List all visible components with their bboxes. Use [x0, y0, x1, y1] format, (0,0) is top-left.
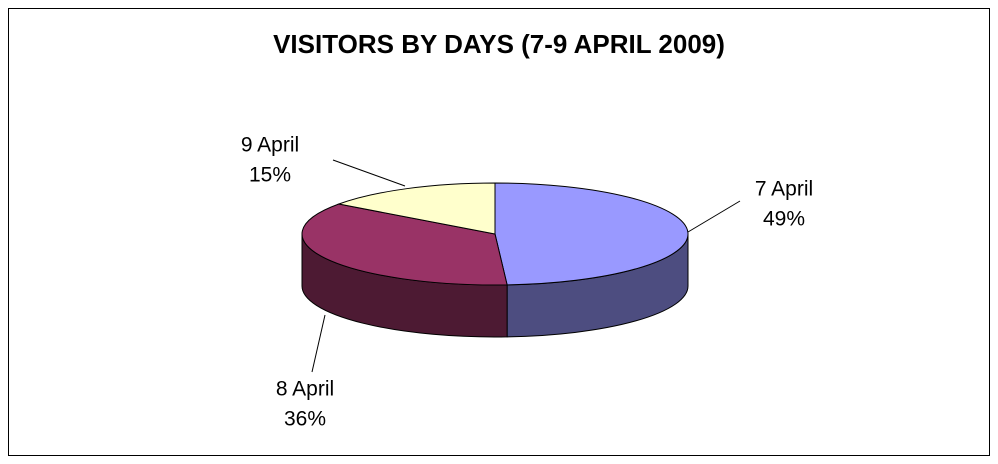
slice-label: 8 April — [276, 378, 334, 401]
slice-value: 15% — [249, 164, 291, 187]
slice-label: 7 April — [755, 178, 813, 201]
leader-line — [687, 200, 741, 233]
chart-title: VISITORS BY DAYS (7-9 APRIL 2009) — [273, 29, 725, 59]
pie-slice — [494, 182, 689, 286]
slice-label: 9 April — [241, 134, 299, 157]
leader-line — [311, 314, 326, 373]
pie-slice — [336, 182, 496, 235]
pie-slice — [301, 203, 508, 286]
slice-value: 49% — [763, 208, 805, 231]
slice-value: 36% — [284, 408, 326, 431]
leader-line — [332, 159, 406, 187]
